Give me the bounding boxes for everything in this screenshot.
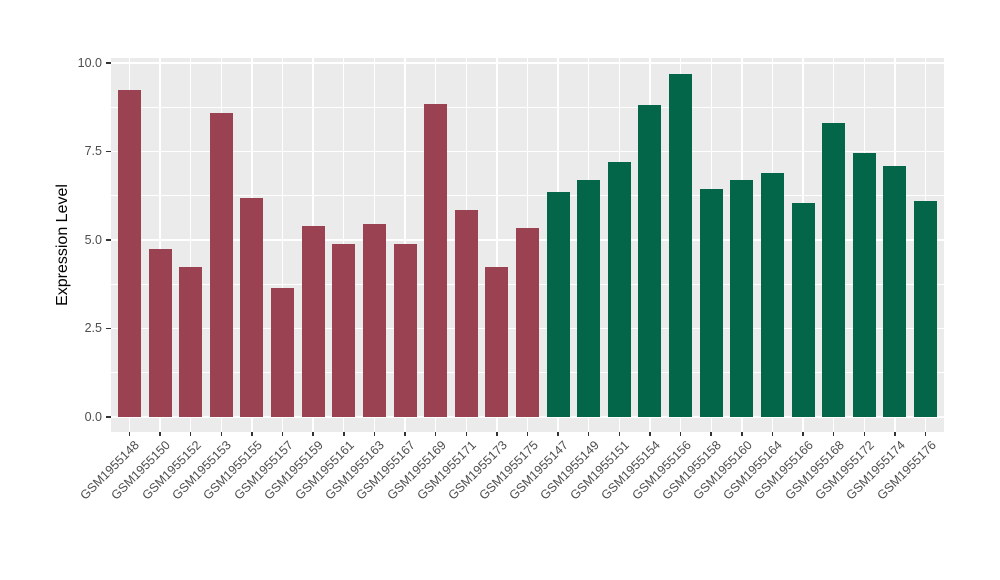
gridline-v-major — [496, 58, 498, 432]
x-axis-tick — [679, 432, 682, 436]
x-axis-tick — [526, 432, 529, 436]
x-axis-tick — [894, 432, 896, 436]
y-axis-tick-label: 2.5 — [84, 321, 102, 335]
x-axis-tick — [312, 432, 314, 436]
x-axis-tick — [281, 432, 284, 436]
bar-GSM1955166 — [791, 202, 815, 417]
bar-GSM1955160 — [730, 179, 754, 417]
x-axis-tick — [434, 432, 437, 436]
bar-GSM1955169 — [424, 103, 448, 417]
y-axis-tick — [106, 416, 111, 418]
x-axis-tick — [465, 432, 467, 436]
x-axis-tick — [587, 432, 590, 436]
x-axis-tick — [802, 432, 804, 436]
y-axis-tick-label: 0.0 — [84, 409, 102, 424]
bar-GSM1955153 — [209, 112, 233, 417]
bar-GSM1955151 — [607, 162, 631, 417]
bar-GSM1955163 — [362, 224, 386, 417]
y-axis-tick — [106, 62, 111, 64]
bar-GSM1955157 — [271, 287, 294, 417]
x-axis-tick — [741, 432, 743, 436]
bar-GSM1955155 — [240, 197, 264, 417]
x-axis-tick — [189, 432, 192, 436]
x-axis-tick — [496, 432, 498, 436]
x-axis-tick — [832, 432, 835, 436]
y-axis-tick — [106, 150, 111, 153]
bar-GSM1955175 — [516, 227, 539, 417]
bar-GSM1955161 — [332, 243, 356, 417]
x-axis-tick — [771, 432, 774, 436]
x-axis-tick — [404, 432, 406, 436]
bar-GSM1955172 — [852, 153, 876, 417]
y-axis-tick-label: 10.0 — [77, 55, 102, 70]
bar-GSM1955168 — [822, 123, 846, 417]
bar-GSM1955156 — [669, 73, 693, 417]
bar-GSM1955158 — [699, 188, 723, 417]
bar-GSM1955148 — [117, 89, 141, 417]
bar-GSM1955149 — [577, 179, 601, 417]
bar-GSM1955174 — [883, 165, 907, 417]
bar-GSM1955164 — [760, 172, 784, 417]
x-axis-tick — [710, 432, 712, 436]
x-axis-tick — [128, 432, 131, 436]
x-axis-tick — [373, 432, 376, 436]
x-axis-tick — [863, 432, 866, 436]
x-axis-tick — [343, 432, 345, 436]
bar-GSM1955159 — [301, 225, 325, 417]
x-axis-tick — [159, 432, 161, 436]
bar-GSM1955150 — [148, 248, 172, 417]
y-axis-tick-label: 7.5 — [84, 144, 102, 158]
plot-panel — [111, 58, 944, 432]
y-axis-tick-label: 5.0 — [84, 232, 102, 247]
x-axis-tick — [649, 432, 651, 436]
x-axis-tick — [220, 432, 223, 436]
y-axis-tick — [106, 327, 111, 330]
bar-GSM1955171 — [454, 209, 478, 417]
bar-GSM1955152 — [179, 266, 203, 417]
x-axis-tick — [924, 432, 927, 436]
x-axis-tick — [618, 432, 621, 436]
bar-GSM1955173 — [485, 266, 509, 417]
bar-GSM1955147 — [546, 192, 570, 417]
x-axis-tick — [251, 432, 253, 436]
gridline-v-major — [189, 58, 192, 432]
x-axis-tick — [557, 432, 559, 436]
gridline-v-major — [281, 58, 284, 432]
gridline-v-major — [159, 58, 161, 432]
bar-GSM1955167 — [393, 243, 417, 417]
bar-GSM1955176 — [914, 201, 938, 417]
bar-GSM1955154 — [638, 105, 662, 417]
y-axis-tick — [106, 239, 111, 241]
